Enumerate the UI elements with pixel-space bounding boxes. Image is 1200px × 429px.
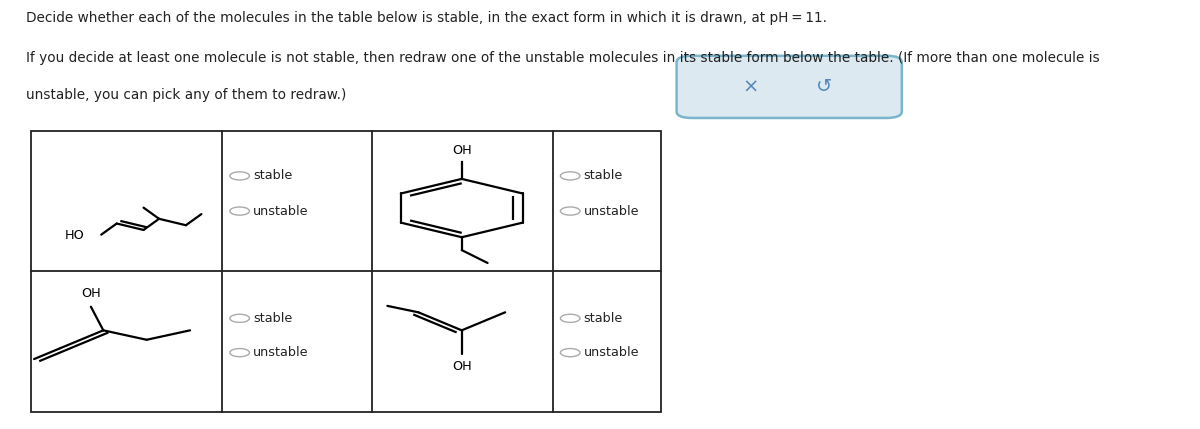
Text: OH: OH	[452, 145, 472, 157]
Text: unstable: unstable	[583, 346, 640, 359]
Text: unstable: unstable	[253, 346, 308, 359]
Text: Decide whether each of the molecules in the table below is stable, in the exact : Decide whether each of the molecules in …	[26, 11, 827, 25]
Bar	[31, 131, 661, 412]
FancyBboxPatch shape	[677, 56, 902, 118]
Text: unstable: unstable	[253, 205, 308, 218]
Text: OH: OH	[452, 360, 472, 373]
Text: HO: HO	[65, 230, 85, 242]
Text: If you decide at least one molecule is not stable, then redraw one of the unstab: If you decide at least one molecule is n…	[26, 51, 1099, 66]
Text: stable: stable	[583, 312, 623, 325]
Text: stable: stable	[583, 169, 623, 182]
Text: OH: OH	[82, 287, 101, 300]
Text: unstable: unstable	[583, 205, 640, 218]
Text: stable: stable	[253, 312, 293, 325]
Text: stable: stable	[253, 169, 293, 182]
Text: ↺: ↺	[816, 77, 833, 97]
Text: unstable, you can pick any of them to redraw.): unstable, you can pick any of them to re…	[26, 88, 347, 102]
Text: ×: ×	[742, 77, 758, 97]
